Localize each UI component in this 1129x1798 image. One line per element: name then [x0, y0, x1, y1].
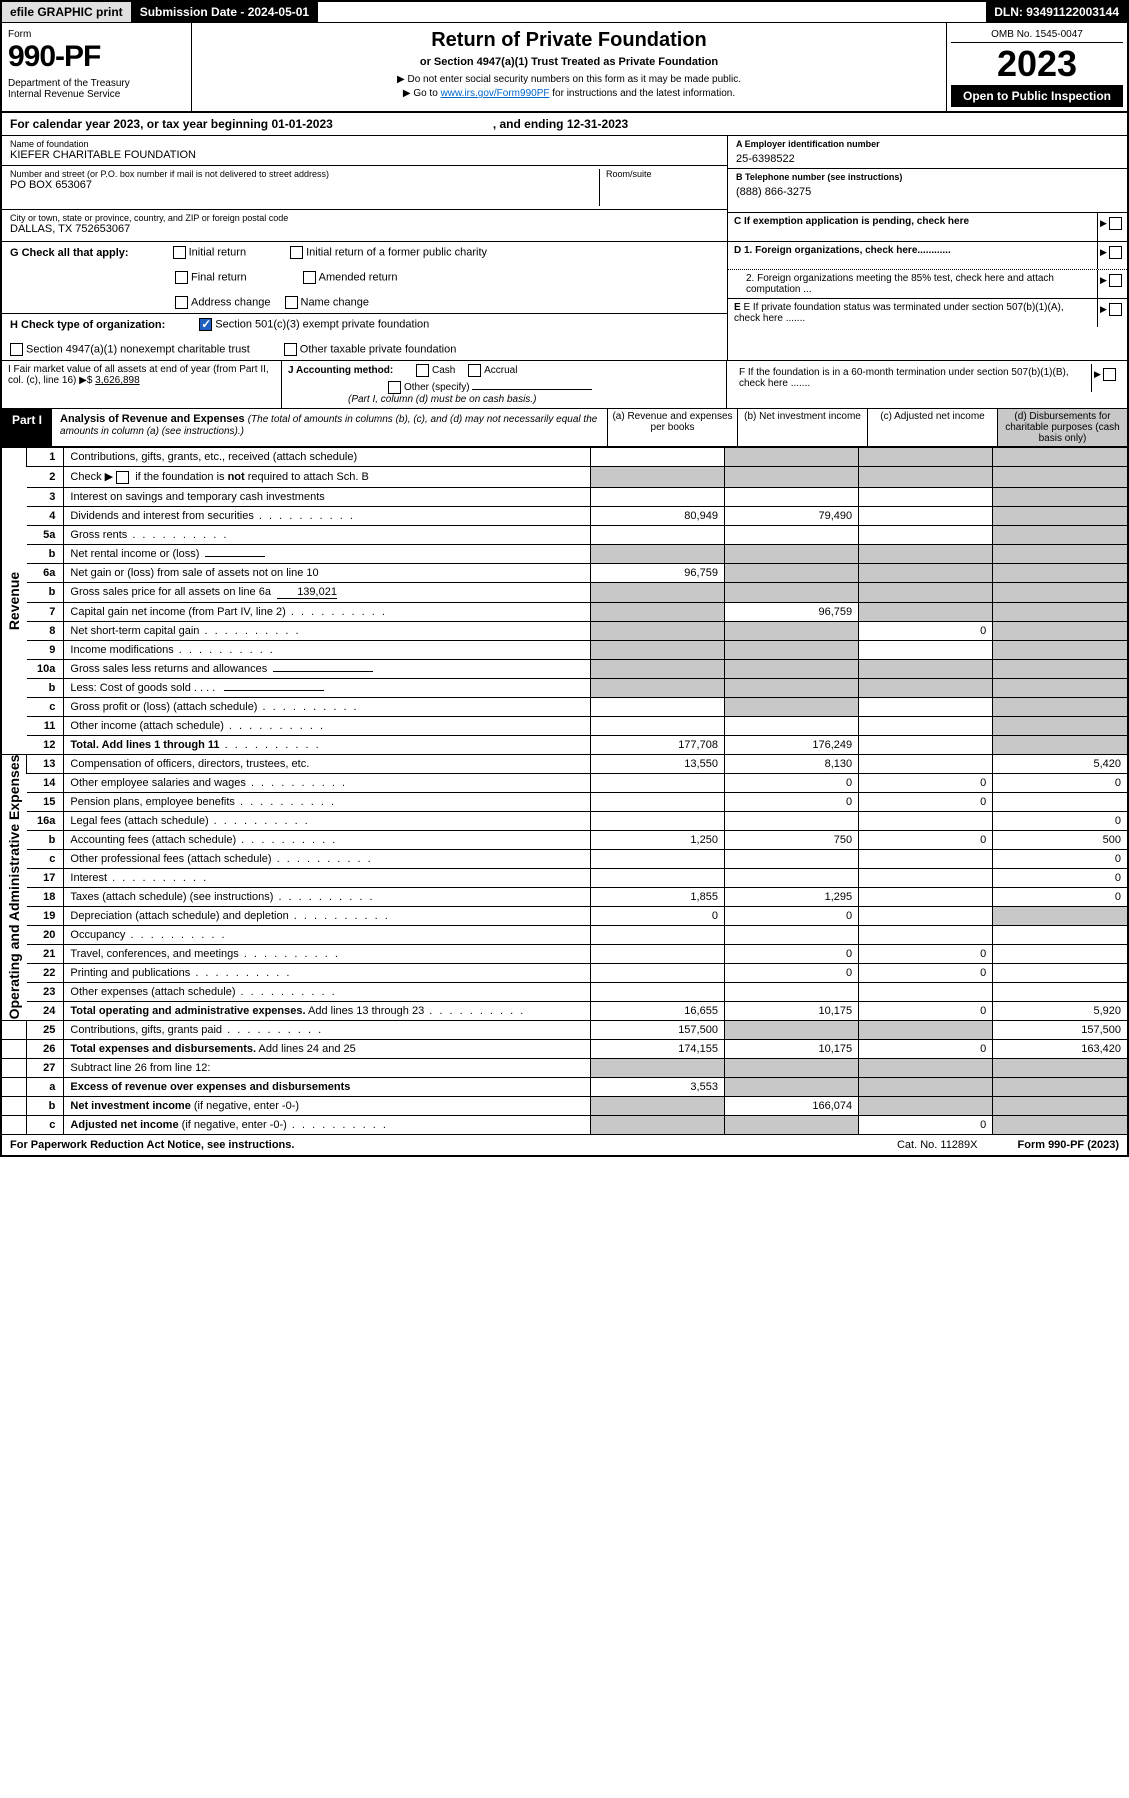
- schb-checkbox[interactable]: [116, 471, 129, 484]
- form-header: Form 990-PF Department of the Treasury I…: [2, 23, 1127, 113]
- top-bar: efile GRAPHIC print Submission Date - 20…: [2, 2, 1127, 23]
- page-footer: For Paperwork Reduction Act Notice, see …: [2, 1134, 1127, 1155]
- other-method-checkbox[interactable]: [388, 381, 401, 394]
- d1-label: D 1. Foreign organizations, check here..…: [734, 245, 951, 256]
- exemption-checkbox[interactable]: [1109, 217, 1122, 230]
- name-label: Name of foundation: [10, 139, 719, 149]
- paperwork-notice: For Paperwork Reduction Act Notice, see …: [10, 1139, 294, 1151]
- col-c-header: (c) Adjusted net income: [867, 409, 997, 446]
- foundation-name: KIEFER CHARITABLE FOUNDATION: [10, 149, 719, 161]
- dln: DLN: 93491122003144: [986, 2, 1127, 22]
- cash-checkbox[interactable]: [416, 364, 429, 377]
- form-link[interactable]: www.irs.gov/Form990PF: [441, 88, 550, 99]
- opex-label: Operating and Administrative Expenses: [6, 755, 22, 1020]
- ein-label: A Employer identification number: [736, 139, 1119, 149]
- ein: 25-6398522: [736, 149, 1119, 165]
- calendar-year-row: For calendar year 2023, or tax year begi…: [2, 113, 1127, 136]
- fmv-value: 3,626,898: [95, 375, 140, 386]
- f-label: F If the foundation is in a 60-month ter…: [733, 364, 1091, 392]
- tax-year: 2023: [951, 43, 1123, 85]
- address-label: Number and street (or P.O. box number if…: [10, 169, 599, 179]
- cash-basis-note: (Part I, column (d) must be on cash basi…: [348, 394, 720, 405]
- part1-title: Analysis of Revenue and Expenses: [60, 413, 245, 425]
- d2-label: 2. Foreign organizations meeting the 85%…: [728, 270, 1097, 298]
- department: Department of the Treasury Internal Reve…: [8, 78, 185, 100]
- col-b-header: (b) Net investment income: [737, 409, 867, 446]
- address-change-checkbox[interactable]: [175, 296, 188, 309]
- city-state-zip: DALLAS, TX 752653067: [10, 223, 719, 235]
- catalog-number: Cat. No. 11289X: [897, 1139, 978, 1151]
- revenue-label: Revenue: [6, 572, 22, 630]
- section-h: H Check type of organization: Section 50…: [2, 314, 727, 360]
- col-a-header: (a) Revenue and expenses per books: [607, 409, 737, 446]
- part1-header: Part I Analysis of Revenue and Expenses …: [2, 409, 1127, 447]
- form-title: Return of Private Foundation: [196, 29, 942, 52]
- phone: (888) 866-3275: [736, 182, 1119, 198]
- 501c3-checkbox[interactable]: [199, 318, 212, 331]
- initial-return-checkbox[interactable]: [173, 246, 186, 259]
- form-number: 990-PF: [8, 40, 185, 74]
- form-subtitle: or Section 4947(a)(1) Trust Treated as P…: [196, 56, 942, 68]
- d1-checkbox[interactable]: [1109, 246, 1122, 259]
- phone-label: B Telephone number (see instructions): [736, 172, 1119, 182]
- instruction-2: ▶ Go to www.irs.gov/Form990PF for instru…: [196, 88, 942, 99]
- accrual-checkbox[interactable]: [468, 364, 481, 377]
- amended-checkbox[interactable]: [303, 271, 316, 284]
- open-public: Open to Public Inspection: [951, 85, 1123, 107]
- f-checkbox[interactable]: [1103, 368, 1116, 381]
- room-label: Room/suite: [606, 169, 719, 179]
- revenue-expense-table: Revenue 1Contributions, gifts, grants, e…: [2, 447, 1127, 1134]
- 4947-checkbox[interactable]: [10, 343, 23, 356]
- final-return-checkbox[interactable]: [175, 271, 188, 284]
- form-label: Form: [8, 29, 185, 40]
- submission-date: Submission Date - 2024-05-01: [132, 2, 318, 22]
- efile-label[interactable]: efile GRAPHIC print: [2, 2, 132, 22]
- e-label: E If private foundation status was termi…: [734, 302, 1064, 324]
- omb-number: OMB No. 1545-0047: [951, 27, 1123, 43]
- accounting-label: J Accounting method:: [288, 365, 393, 376]
- other-taxable-checkbox[interactable]: [284, 343, 297, 356]
- section-g: G Check all that apply: Initial return I…: [2, 242, 727, 314]
- identification-block: Name of foundation KIEFER CHARITABLE FOU…: [2, 136, 1127, 242]
- d2-checkbox[interactable]: [1109, 274, 1122, 287]
- part1-tab: Part I: [2, 409, 52, 446]
- fmv-row: I Fair market value of all assets at end…: [2, 361, 1127, 409]
- city-label: City or town, state or province, country…: [10, 213, 719, 223]
- exemption-label: C If exemption application is pending, c…: [728, 213, 1097, 241]
- instruction-1: ▶ Do not enter social security numbers o…: [196, 74, 942, 85]
- name-change-checkbox[interactable]: [285, 296, 298, 309]
- address: PO BOX 653067: [10, 179, 599, 191]
- initial-public-checkbox[interactable]: [290, 246, 303, 259]
- e-checkbox[interactable]: [1109, 303, 1122, 316]
- form-version: Form 990-PF (2023): [1018, 1139, 1120, 1151]
- col-d-header: (d) Disbursements for charitable purpose…: [997, 409, 1127, 446]
